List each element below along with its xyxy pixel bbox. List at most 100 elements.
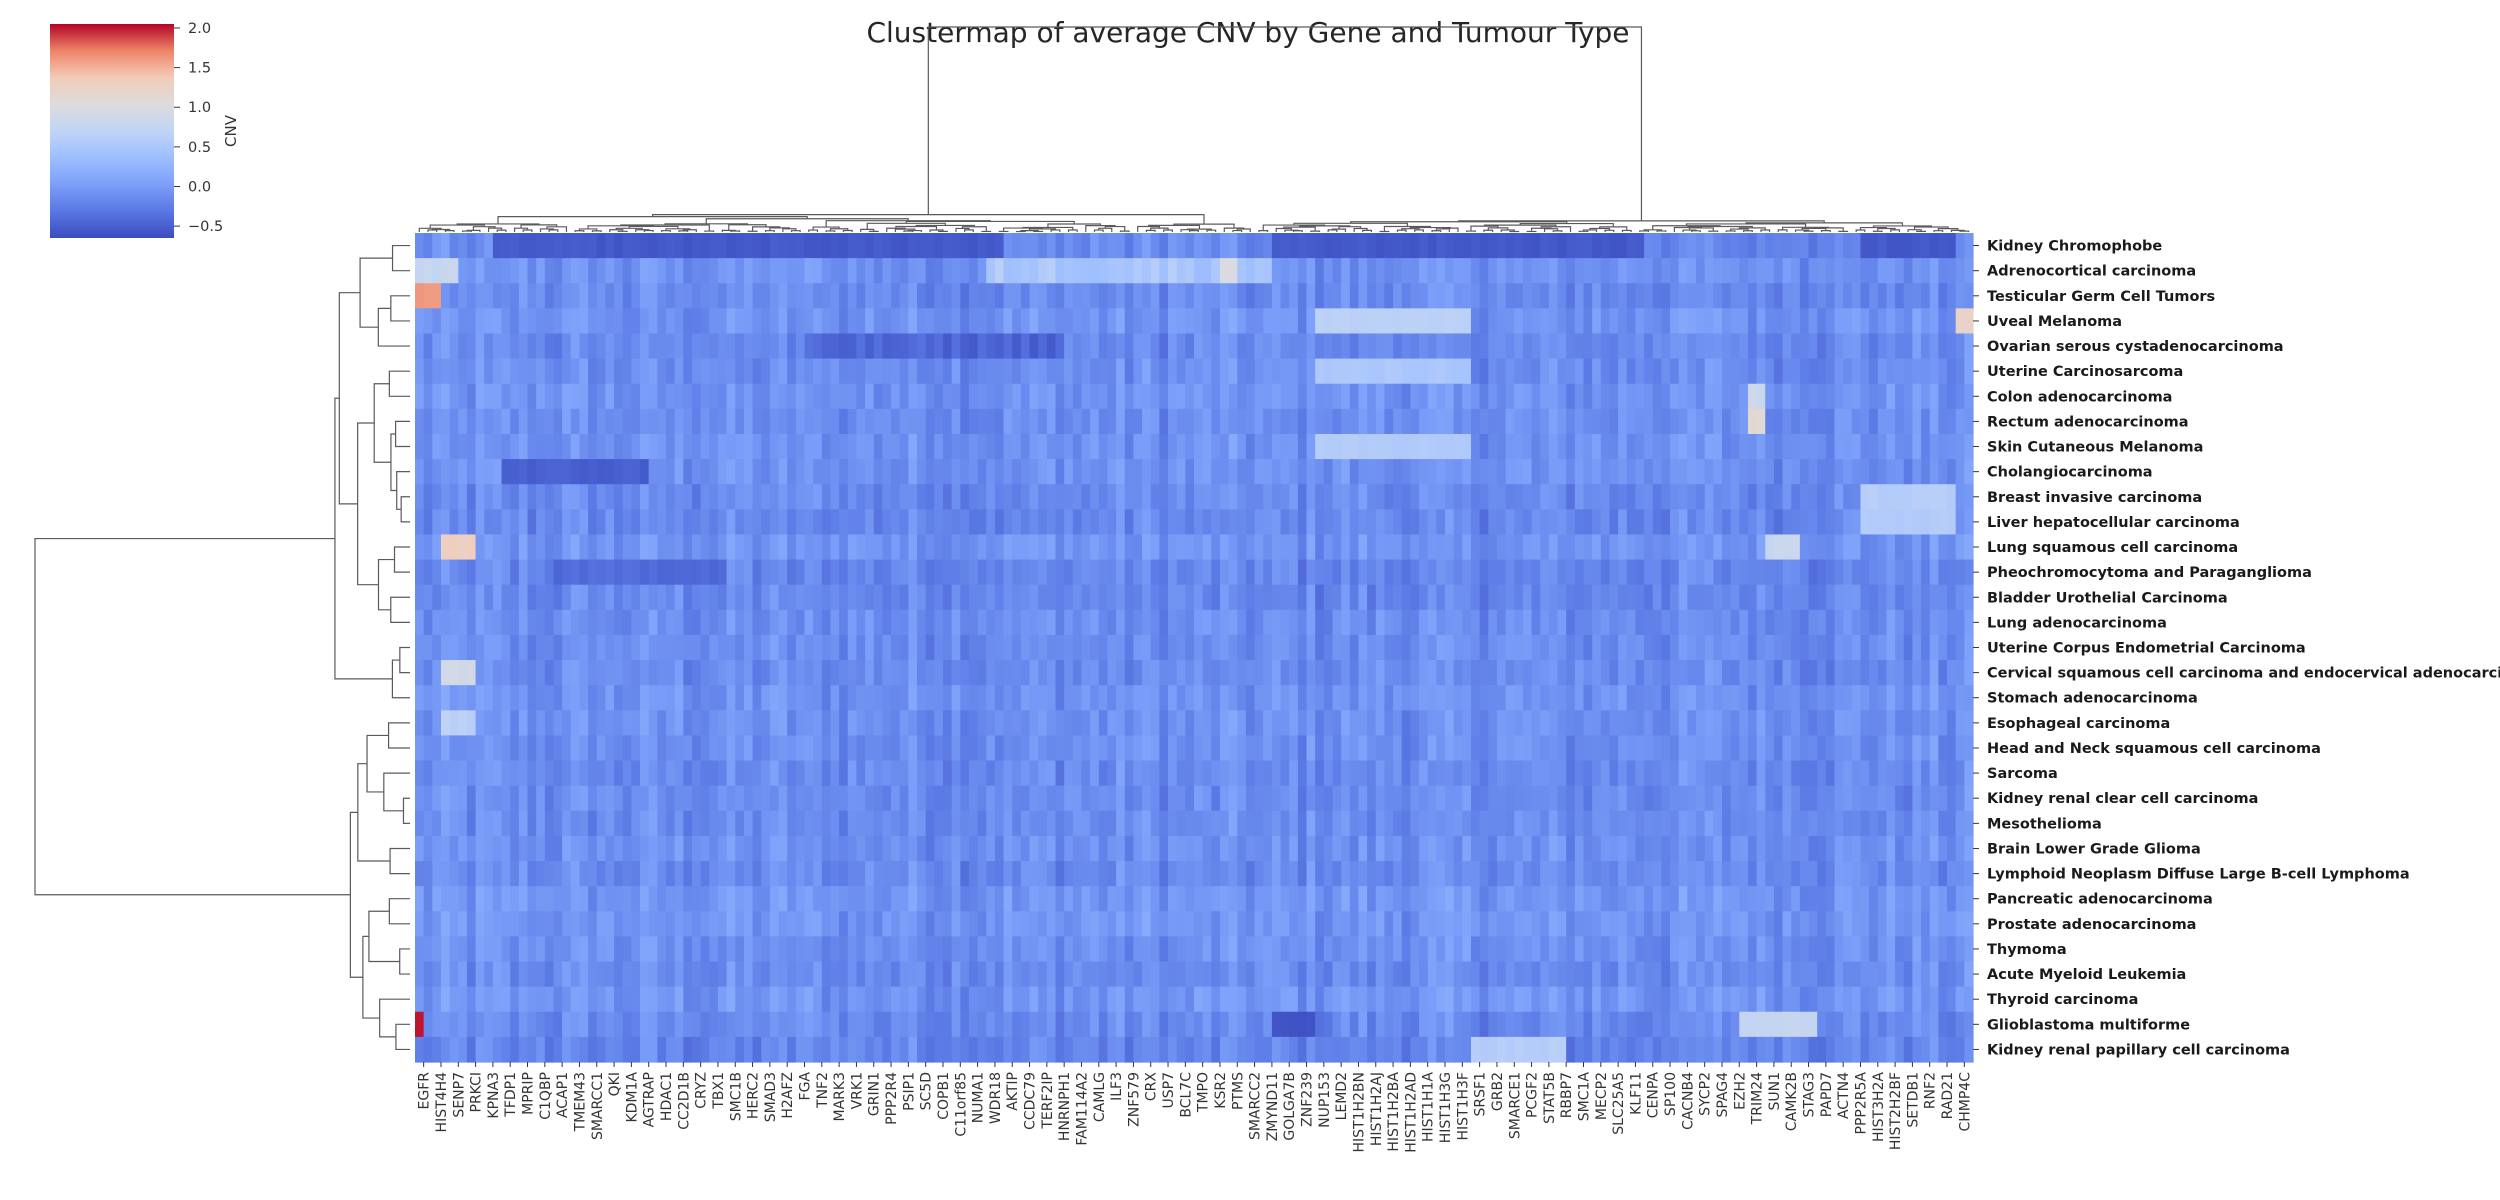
heatmap-cell (1029, 559, 1039, 586)
heatmap-cell (1358, 584, 1368, 611)
heatmap-cell (847, 685, 858, 711)
heatmap-cell (1531, 509, 1541, 536)
heatmap-cell (1159, 810, 1169, 837)
heatmap-cell (544, 785, 555, 812)
heatmap-cell (492, 861, 503, 887)
heatmap-cell (1696, 233, 1706, 259)
heatmap-cell (1747, 609, 1758, 636)
heatmap-cell (1721, 308, 1732, 335)
heatmap-cell (1142, 534, 1152, 561)
heatmap-cell (1609, 258, 1619, 284)
heatmap-cell (1245, 509, 1256, 536)
heatmap-cell (1332, 258, 1342, 284)
heatmap-cell (440, 584, 451, 611)
heatmap-cell (423, 509, 433, 536)
heatmap-cell (691, 509, 702, 536)
heatmap-cell (1929, 484, 1939, 510)
heatmap-cell (1955, 408, 1965, 435)
heatmap-cell (562, 785, 572, 812)
heatmap-cell (1618, 861, 1628, 887)
heatmap-cell (1297, 609, 1308, 636)
heatmap-cell (640, 886, 650, 912)
heatmap-cell (1817, 710, 1827, 737)
heatmap-cell (1609, 685, 1619, 711)
heatmap-cell (908, 609, 918, 636)
heatmap-cell (1029, 735, 1039, 762)
heatmap-cell (475, 710, 485, 737)
heatmap-cell (1574, 710, 1585, 737)
dendrogram-link (1483, 229, 1494, 232)
heatmap-cell (1384, 861, 1394, 887)
heatmap-cell (1410, 634, 1420, 661)
heatmap-cell (1678, 433, 1688, 460)
heatmap-cell (1090, 559, 1100, 586)
heatmap-cell (700, 559, 710, 586)
heatmap-cell (1773, 383, 1784, 410)
heatmap-cell (839, 810, 849, 837)
heatmap-cell (1038, 509, 1048, 536)
heatmap-cell (544, 233, 555, 259)
heatmap-cell (1721, 408, 1732, 435)
heatmap-cell (415, 735, 425, 762)
heatmap-cell (1557, 785, 1567, 812)
heatmap-cell (1211, 408, 1221, 435)
heatmap-cell (440, 810, 451, 837)
heatmap-cell (700, 534, 710, 561)
heatmap-cell (1747, 383, 1758, 410)
heatmap-cell (1090, 810, 1100, 837)
heatmap-cell (484, 308, 494, 335)
heatmap-cell (1427, 685, 1437, 711)
heatmap-cell (882, 559, 892, 586)
heatmap-cell (527, 358, 537, 385)
heatmap-cell (1825, 584, 1836, 611)
heatmap-cell (1635, 358, 1645, 385)
heatmap-cell (917, 609, 927, 636)
heatmap-cell (1721, 258, 1732, 284)
heatmap-cell (622, 710, 632, 737)
heatmap-cell (1176, 408, 1186, 435)
heatmap-cell (1445, 559, 1455, 586)
heatmap-cell (735, 735, 745, 762)
heatmap-cell (813, 459, 823, 485)
heatmap-cell (908, 660, 918, 686)
heatmap-cell (1747, 433, 1758, 460)
heatmap-cell (735, 484, 745, 510)
heatmap-cell (1557, 383, 1567, 410)
heatmap-cell (1237, 609, 1247, 636)
heatmap-cell (700, 710, 710, 737)
heatmap-cell (1600, 810, 1611, 837)
heatmap-cell (1964, 484, 1974, 510)
heatmap-cell (1263, 233, 1273, 259)
heatmap-cell (423, 358, 433, 385)
heatmap-cell (1635, 735, 1645, 762)
heatmap-cell (1739, 810, 1749, 837)
heatmap-cell (1367, 383, 1377, 410)
heatmap-cell (458, 685, 468, 711)
heatmap-cell (726, 308, 736, 335)
heatmap-cell (1496, 308, 1507, 335)
heatmap-cell (1150, 283, 1160, 309)
heatmap-cell (1955, 308, 1965, 335)
heatmap-cell (778, 559, 788, 586)
heatmap-cell (1661, 609, 1671, 636)
heatmap-cell (1012, 634, 1022, 661)
heatmap-cell (1851, 383, 1862, 410)
heatmap-cell (1557, 559, 1567, 586)
heatmap-cell (1618, 433, 1628, 460)
heatmap-cell (553, 584, 563, 611)
heatmap-cell (1341, 685, 1351, 711)
heatmap-cell (717, 233, 728, 259)
heatmap-cell (544, 634, 555, 661)
heatmap-cell (1921, 333, 1931, 360)
heatmap-cell (1557, 810, 1567, 837)
heatmap-cell (1323, 358, 1334, 385)
heatmap-cell (1877, 408, 1888, 435)
heatmap-cell (1540, 785, 1550, 812)
heatmap-cell (1375, 383, 1386, 410)
heatmap-cell (640, 484, 650, 510)
heatmap-cell (908, 484, 918, 510)
heatmap-cell (925, 584, 935, 611)
heatmap-cell (856, 559, 866, 586)
heatmap-cell (709, 785, 719, 812)
heatmap-cell (1678, 861, 1688, 887)
